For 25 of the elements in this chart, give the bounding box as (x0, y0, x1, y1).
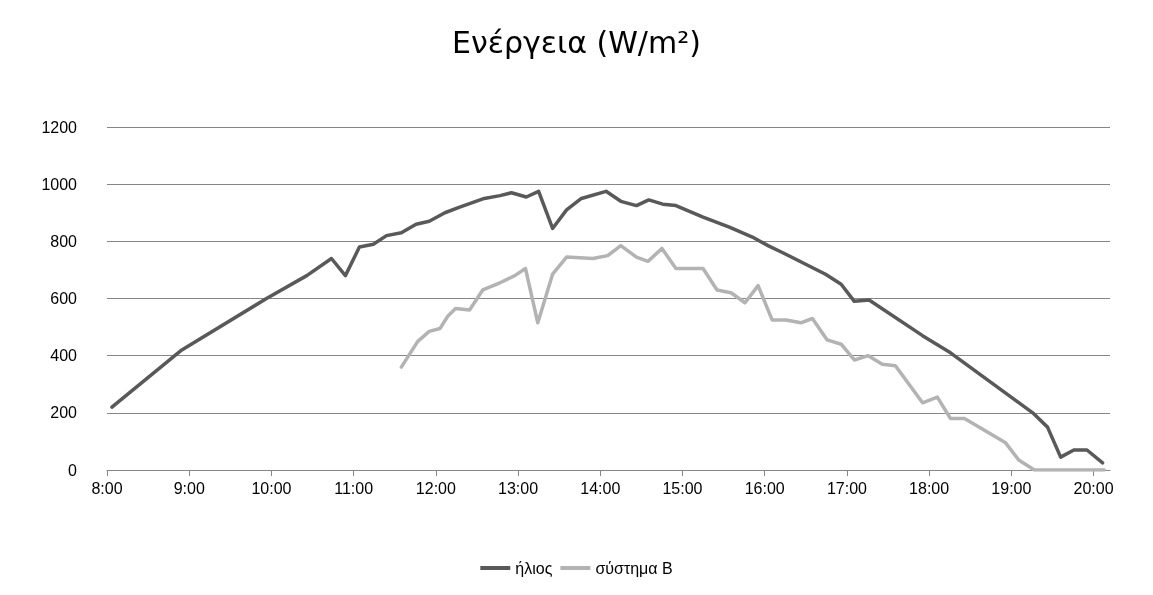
line-series (110, 189, 1105, 465)
x-tick-label: 14:00 (580, 479, 621, 497)
y-tick-label: 600 (50, 290, 78, 307)
legend-label: σύστημα Β (595, 559, 673, 577)
x-tick-label: 19:00 (991, 479, 1032, 497)
y-tick-label: 400 (50, 347, 78, 365)
x-tick-label: 10:00 (251, 479, 292, 497)
x-tick-label: 11:00 (334, 479, 374, 497)
y-tick-label: 1000 (41, 175, 78, 193)
x-tick-label: 17:00 (826, 479, 868, 497)
x-tick-label: 16:00 (744, 479, 785, 497)
x-tick-label: 9:00 (173, 479, 205, 497)
x-tick-label: 20:00 (1073, 479, 1114, 497)
chart-title: Ενέργεια (W/m²) (452, 24, 701, 60)
x-tick-label: 13:00 (498, 479, 539, 497)
legend-label: ήλιος (515, 559, 553, 577)
x-tick-label: 12:00 (415, 479, 456, 497)
y-tick-label: 0 (68, 461, 78, 479)
line-series (399, 243, 1106, 472)
x-tick-label: 18:00 (909, 479, 950, 497)
y-tick-label: 200 (50, 404, 78, 422)
x-tick-label: 15:00 (662, 479, 703, 497)
y-tick-label: 800 (50, 232, 78, 250)
x-tick-label: 8:00 (91, 479, 123, 497)
y-tick-label: 1200 (41, 118, 78, 136)
